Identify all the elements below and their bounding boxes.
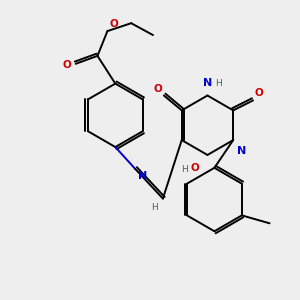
Text: H: H <box>215 79 222 88</box>
Text: O: O <box>110 19 118 29</box>
Text: N: N <box>138 171 147 181</box>
Text: O: O <box>255 88 264 98</box>
Text: O: O <box>63 60 72 70</box>
Text: H: H <box>151 202 158 211</box>
Text: N: N <box>203 78 212 88</box>
Text: O: O <box>153 83 162 94</box>
Text: O: O <box>191 163 200 173</box>
Text: H: H <box>181 165 188 174</box>
Text: N: N <box>237 146 246 156</box>
